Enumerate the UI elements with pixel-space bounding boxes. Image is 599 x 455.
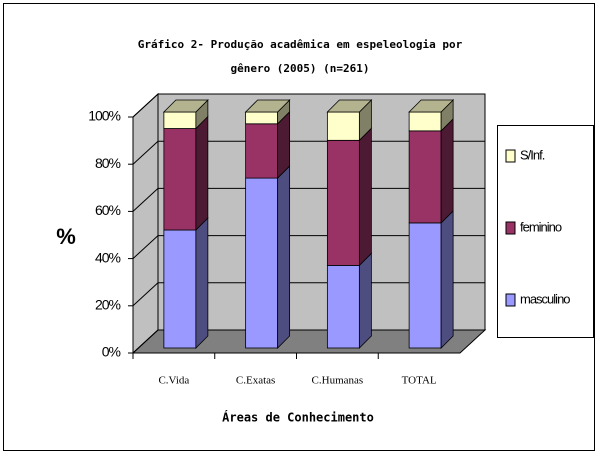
bar-segment [408,111,442,132]
chart-title: gênero (2005) (n=261) [230,62,369,75]
bar-segment [245,111,279,125]
chart-title: Gráfico 2- Produção acadêmica em espeleo… [138,38,463,51]
y-tick-label: 80% [95,155,121,171]
legend-label: masculino [520,291,570,306]
bar-side [440,209,454,349]
grid-line [132,282,159,307]
bar-segment [408,130,442,224]
bar-side [440,117,454,224]
grid-line [132,93,159,118]
bar-segment [245,177,279,349]
y-tick-label: 100% [88,108,120,124]
bar-segment [163,111,197,129]
bar-side [358,252,372,349]
y-tick-label: 40% [95,249,121,265]
x-tick-label: C.Exatas [236,375,275,387]
bar-top [162,99,209,113]
x-tick-label: C.Humanas [312,375,364,387]
bar-segment [163,229,197,349]
y-tick-label: 0% [102,344,121,360]
x-tick-label: C.Vida [158,375,189,387]
y-tick-label: 20% [95,297,121,313]
x-tick-label: TOTAL [402,375,437,387]
bar-top [244,99,291,113]
grid-line [132,188,159,212]
legend-swatch [505,149,516,163]
bar-segment [326,111,360,141]
bar-side [277,165,291,349]
grid-line [132,329,159,354]
bar-side [195,115,209,231]
legend-swatch [505,221,516,235]
side-wall [132,92,159,355]
bar-segment [326,139,360,266]
bar-side [195,217,209,349]
bar-segment [245,123,279,179]
y-tick-label: 60% [95,202,121,218]
bar-segment [326,264,360,349]
grid-line [132,235,159,259]
legend-label: feminino [520,219,562,234]
bar-top [408,99,455,113]
bar-side [358,127,372,267]
grid-line [132,140,159,165]
x-axis-label: Áreas de Conhecimento [222,410,374,425]
legend-swatch [505,293,516,307]
bar-top [326,99,373,113]
y-axis-label: % [56,224,76,249]
bar-segment [163,128,197,231]
bar-segment [408,222,442,349]
legend-label: S/Inf. [520,147,545,162]
